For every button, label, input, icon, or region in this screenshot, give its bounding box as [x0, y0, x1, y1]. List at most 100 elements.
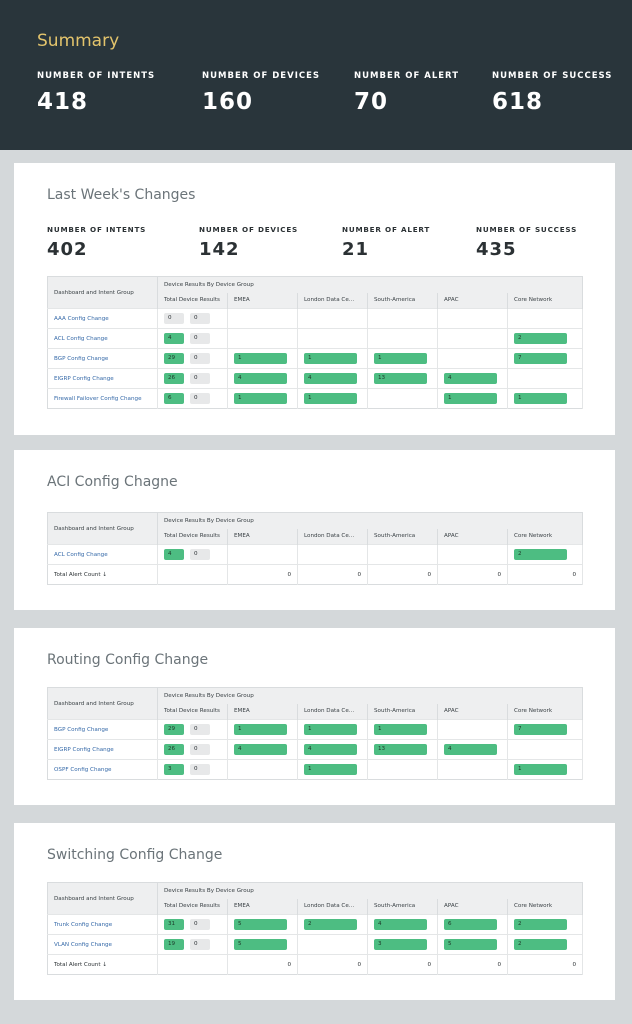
column-header[interactable]: Total Device Results: [157, 703, 228, 720]
column-header[interactable]: London Data Ce...: [297, 898, 368, 915]
intent-link[interactable]: AAA Config Change: [47, 308, 158, 329]
alert-count-pill[interactable]: 0: [190, 313, 210, 324]
success-count-pill[interactable]: 26: [164, 744, 184, 755]
success-count-pill[interactable]: 4: [164, 333, 184, 344]
device-count-bar[interactable]: 1: [304, 724, 357, 735]
device-count-bar[interactable]: 1: [304, 764, 357, 775]
device-count-bar[interactable]: 5: [444, 939, 497, 950]
intent-link[interactable]: EIGRP Config Change: [47, 739, 158, 760]
device-count-bar[interactable]: 2: [514, 939, 567, 950]
device-count-bar[interactable]: 1: [234, 393, 287, 404]
device-count-bar[interactable]: 7: [514, 353, 567, 364]
alert-count-pill[interactable]: 0: [190, 744, 210, 755]
alert-count-pill[interactable]: 0: [190, 939, 210, 950]
device-count-bar[interactable]: 1: [514, 764, 567, 775]
column-header[interactable]: Core Network: [507, 528, 583, 545]
column-header[interactable]: Total Device Results: [157, 528, 228, 545]
column-header[interactable]: EMEA: [227, 292, 298, 309]
table-row: EIGRP Config Change 26 0 4 4 13 4: [47, 368, 583, 389]
device-count-bar[interactable]: 1: [234, 353, 287, 364]
intent-link[interactable]: EIGRP Config Change: [47, 368, 158, 389]
device-count-bar[interactable]: 4: [374, 919, 427, 930]
device-count-bar[interactable]: 6: [444, 919, 497, 930]
column-header[interactable]: Core Network: [507, 292, 583, 309]
column-header[interactable]: London Data Ce...: [297, 703, 368, 720]
column-header[interactable]: APAC: [437, 528, 508, 545]
success-count-pill[interactable]: 0: [164, 313, 184, 324]
alert-count-pill[interactable]: 0: [190, 764, 210, 775]
success-count-pill[interactable]: 3: [164, 764, 184, 775]
device-count-bar[interactable]: 1: [304, 353, 357, 364]
column-header[interactable]: EMEA: [227, 528, 298, 545]
alert-count-pill[interactable]: 0: [190, 353, 210, 364]
total-alert-count-label[interactable]: Total Alert Count ↓: [47, 954, 158, 975]
column-header[interactable]: APAC: [437, 703, 508, 720]
alert-count-pill[interactable]: 0: [190, 549, 210, 560]
column-header[interactable]: Total Device Results: [157, 292, 228, 309]
column-header[interactable]: South-America: [367, 528, 438, 545]
success-count-pill[interactable]: 6: [164, 393, 184, 404]
column-header[interactable]: APAC: [437, 898, 508, 915]
intent-link[interactable]: Trunk Config Change: [47, 914, 158, 935]
intent-link[interactable]: BGP Config Change: [47, 348, 158, 369]
alert-count-pill[interactable]: 0: [190, 919, 210, 930]
device-count-bar[interactable]: 4: [234, 744, 287, 755]
device-count-bar[interactable]: 2: [304, 919, 357, 930]
success-count-pill[interactable]: 4: [164, 549, 184, 560]
device-count-bar[interactable]: 2: [514, 549, 567, 560]
alert-count-pill[interactable]: 0: [190, 373, 210, 384]
alert-count-pill[interactable]: 0: [190, 724, 210, 735]
column-header[interactable]: London Data Ce...: [297, 292, 368, 309]
column-header[interactable]: APAC: [437, 292, 508, 309]
column-header[interactable]: London Data Ce...: [297, 528, 368, 545]
device-count-bar[interactable]: 1: [514, 393, 567, 404]
total-alert-count-label[interactable]: Total Alert Count ↓: [47, 564, 158, 585]
device-count-bar[interactable]: 13: [374, 373, 427, 384]
device-count-bar[interactable]: 4: [444, 373, 497, 384]
device-count-bar[interactable]: 3: [374, 939, 427, 950]
success-count-pill[interactable]: 29: [164, 724, 184, 735]
intent-link[interactable]: ACL Config Change: [47, 544, 158, 565]
success-count-pill[interactable]: 31: [164, 919, 184, 930]
column-header[interactable]: Core Network: [507, 898, 583, 915]
column-header[interactable]: EMEA: [227, 898, 298, 915]
device-count-bar[interactable]: 5: [234, 939, 287, 950]
intent-link[interactable]: VLAN Config Change: [47, 934, 158, 955]
column-header[interactable]: EMEA: [227, 703, 298, 720]
device-count-bar[interactable]: 1: [374, 353, 427, 364]
column-header[interactable]: South-America: [367, 292, 438, 309]
intent-link[interactable]: BGP Config Change: [47, 719, 158, 740]
device-count-bar[interactable]: 1: [444, 393, 497, 404]
intent-link[interactable]: Firewall Failover Config Change: [47, 388, 158, 409]
device-group-cell: [297, 328, 368, 349]
device-count-bar[interactable]: 4: [304, 373, 357, 384]
device-count-bar[interactable]: 4: [234, 373, 287, 384]
device-group-cell: 1: [367, 348, 438, 369]
device-count-bar[interactable]: 1: [304, 393, 357, 404]
device-group-cell: 1: [297, 348, 368, 369]
column-header[interactable]: Total Device Results: [157, 898, 228, 915]
device-count-bar[interactable]: 7: [514, 724, 567, 735]
device-group-cell: 4: [297, 368, 368, 389]
device-count-bar[interactable]: 5: [234, 919, 287, 930]
column-header[interactable]: South-America: [367, 898, 438, 915]
column-header[interactable]: Core Network: [507, 703, 583, 720]
routing-config-card: Routing Config Change Dashboard and Inte…: [14, 628, 615, 805]
device-count-bar[interactable]: 1: [374, 724, 427, 735]
device-count-bar[interactable]: 2: [514, 333, 567, 344]
device-count-bar[interactable]: 4: [444, 744, 497, 755]
table-row: Trunk Config Change 31 0 5 2 4 6 2: [47, 914, 583, 935]
table-row: ACL Config Change 4 0 2: [47, 328, 583, 349]
success-count-pill[interactable]: 29: [164, 353, 184, 364]
success-count-pill[interactable]: 26: [164, 373, 184, 384]
column-header[interactable]: South-America: [367, 703, 438, 720]
intent-link[interactable]: ACL Config Change: [47, 328, 158, 349]
device-count-bar[interactable]: 1: [234, 724, 287, 735]
device-count-bar[interactable]: 4: [304, 744, 357, 755]
device-count-bar[interactable]: 2: [514, 919, 567, 930]
device-count-bar[interactable]: 13: [374, 744, 427, 755]
alert-count-pill[interactable]: 0: [190, 333, 210, 344]
alert-count-pill[interactable]: 0: [190, 393, 210, 404]
success-count-pill[interactable]: 19: [164, 939, 184, 950]
intent-link[interactable]: OSPF Config Change: [47, 759, 158, 780]
